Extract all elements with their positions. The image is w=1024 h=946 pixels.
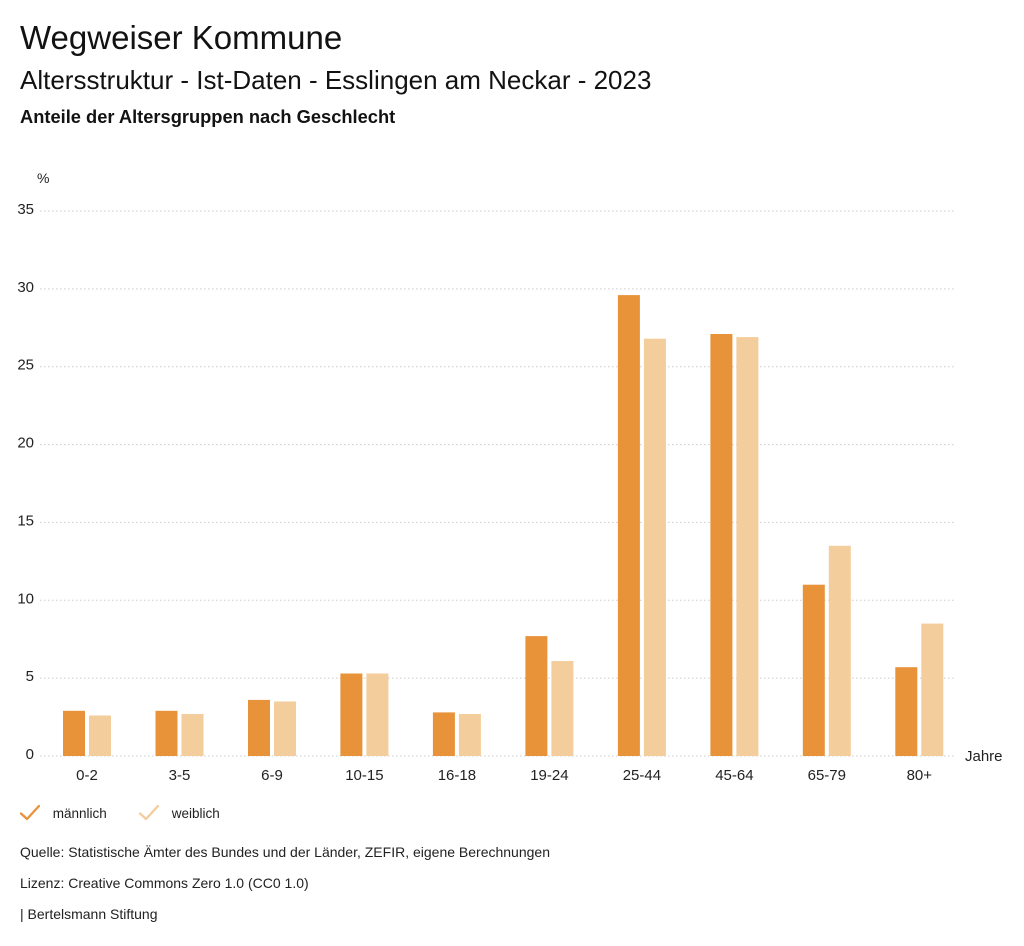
svg-text:65-79: 65-79 <box>808 767 846 784</box>
svg-text:10-15: 10-15 <box>345 767 383 784</box>
svg-text:80+: 80+ <box>907 767 933 784</box>
svg-text:15: 15 <box>17 512 34 529</box>
svg-text:3-5: 3-5 <box>169 767 191 784</box>
svg-text:45-64: 45-64 <box>715 767 753 784</box>
svg-text:25-44: 25-44 <box>623 767 661 784</box>
svg-text:6-9: 6-9 <box>261 767 283 784</box>
svg-text:0-2: 0-2 <box>76 767 98 784</box>
svg-text:19-24: 19-24 <box>530 767 568 784</box>
svg-text:25: 25 <box>17 357 34 374</box>
svg-text:5: 5 <box>26 668 34 685</box>
svg-text:Jahre: Jahre <box>965 748 1003 765</box>
svg-text:20: 20 <box>17 435 34 452</box>
svg-text:%: % <box>37 170 49 186</box>
svg-text:10: 10 <box>17 590 34 607</box>
svg-text:16-18: 16-18 <box>438 767 476 784</box>
svg-text:30: 30 <box>17 279 34 296</box>
svg-text:0: 0 <box>26 746 34 763</box>
svg-text:35: 35 <box>17 201 34 218</box>
